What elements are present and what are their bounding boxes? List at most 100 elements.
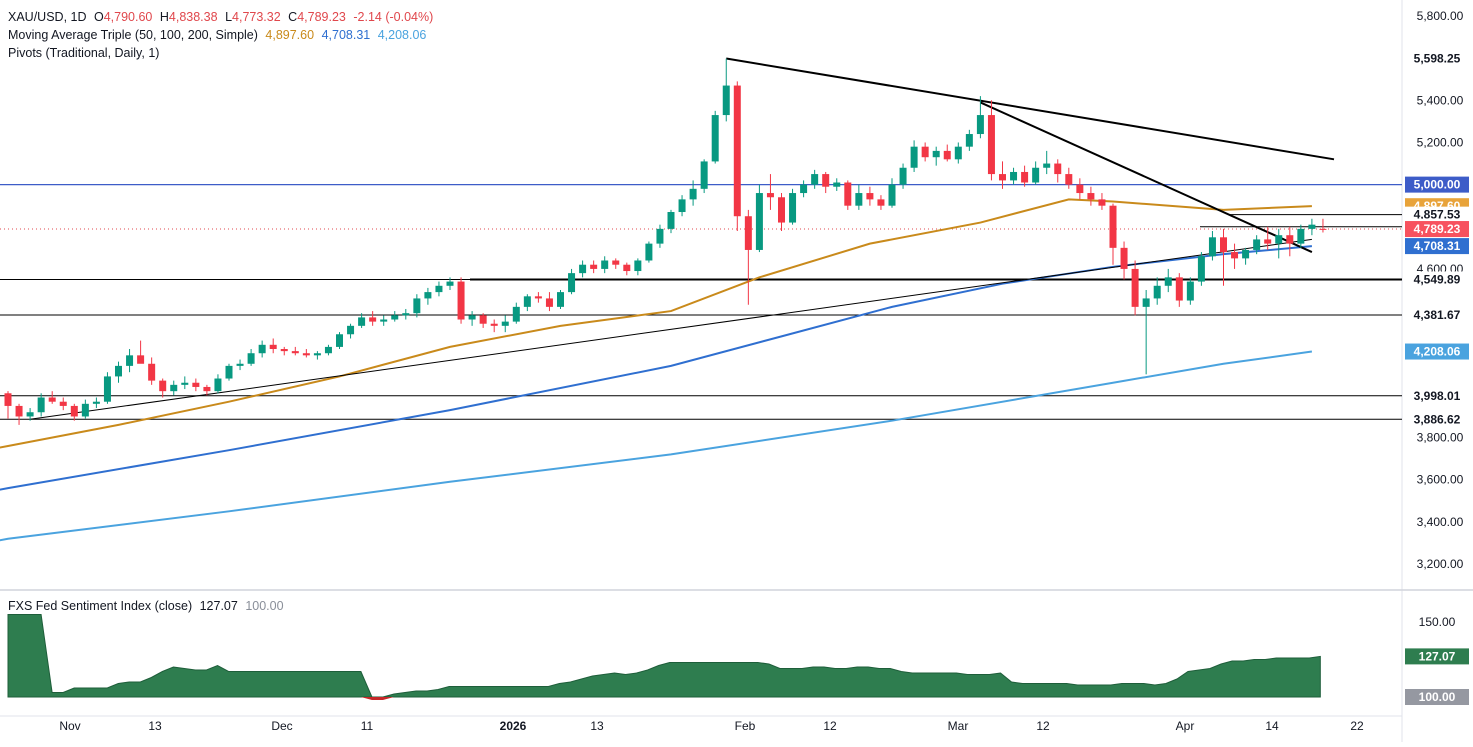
price-axis-label-bg <box>1405 411 1469 428</box>
ohlc-legend: XAU/USD, 1D O4,790.60 H4,838.38 L4,773.3… <box>8 10 437 24</box>
ma100-value: 4,708.31 <box>321 28 371 42</box>
candle-body <box>81 403 89 417</box>
candle-body <box>1175 277 1183 301</box>
x-tick-label: 13 <box>590 719 604 733</box>
candle-body <box>1253 239 1261 250</box>
candle-body <box>667 212 675 229</box>
candle-body <box>899 167 907 185</box>
candle-body <box>1264 239 1272 244</box>
y-tick-label: 3,200.00 <box>1417 557 1464 571</box>
candle-body <box>37 397 45 413</box>
candle-body <box>678 199 686 213</box>
price-axis-label: 4,789.23 <box>1414 222 1461 236</box>
candle-body <box>457 281 465 320</box>
candle-body <box>1208 237 1216 257</box>
price-axis-label: 4,549.89 <box>1414 272 1461 286</box>
candle-body <box>910 146 918 168</box>
x-tick-label: 12 <box>823 719 837 733</box>
x-tick-label: 22 <box>1350 719 1364 733</box>
price-axis-label: 5,598.25 <box>1414 52 1461 66</box>
price-axis-label: 3,886.62 <box>1414 412 1461 426</box>
candle-body <box>59 401 67 406</box>
candle-body <box>733 85 741 217</box>
candle-body <box>103 376 111 402</box>
low-label: L <box>225 10 233 24</box>
sentiment-negative-area <box>360 697 394 700</box>
candle-body <box>1286 235 1294 244</box>
candle-body <box>800 184 808 194</box>
price-axis-label: 4,208.06 <box>1414 345 1461 359</box>
candle-body <box>557 292 564 307</box>
candle-body <box>954 146 962 160</box>
candle-body <box>1186 281 1194 301</box>
open-value: 4,790.60 <box>103 10 153 24</box>
candle-body <box>280 349 288 352</box>
price-axis-label: 4,857.53 <box>1414 208 1461 222</box>
candle-body <box>490 323 498 326</box>
candle-body <box>203 386 211 392</box>
candle-body <box>855 193 863 206</box>
candle-body <box>380 319 388 322</box>
candle-body <box>192 382 200 387</box>
y-tick-label: 5,400.00 <box>1417 93 1464 107</box>
ma50-line <box>0 198 1312 449</box>
sentiment-value: 127.07 <box>199 599 238 613</box>
sentiment-area <box>7 614 1321 698</box>
price-axis-label-bg <box>1405 343 1469 360</box>
candle-body <box>1197 256 1205 282</box>
candle-body <box>689 188 697 200</box>
symbol-label[interactable]: XAU/USD, 1D <box>8 10 87 24</box>
sentiment-axis-label: 100.00 <box>1419 690 1456 704</box>
candle-body <box>822 174 830 187</box>
candle-body <box>1142 298 1150 307</box>
candle-body <box>402 313 410 316</box>
candle-body <box>965 134 973 147</box>
candle-body <box>866 193 874 200</box>
candle-body <box>137 355 145 364</box>
candle-body <box>247 353 255 364</box>
sentiment-title[interactable]: FXS Fed Sentiment Index (close) <box>8 599 193 613</box>
price-axis-label-bg <box>1405 50 1469 67</box>
candle-body <box>1010 171 1018 181</box>
ma-title[interactable]: Moving Average Triple (50, 100, 200, Sim… <box>8 28 258 42</box>
candle-body <box>1220 237 1227 253</box>
candle-body <box>1087 193 1095 200</box>
candle-body <box>1109 205 1117 248</box>
price-axis-label-bg <box>1405 271 1469 288</box>
candle-body <box>1032 167 1040 183</box>
y-tick-label: 3,800.00 <box>1417 431 1464 445</box>
trendline <box>30 238 1312 420</box>
x-tick-label: 2026 <box>500 719 527 733</box>
x-tick-label: Feb <box>735 719 756 733</box>
candle-body <box>523 296 531 307</box>
candle-body <box>844 182 852 206</box>
candle-body <box>656 228 664 244</box>
ma200-line <box>0 350 1313 542</box>
candle-body <box>358 317 366 326</box>
candle-body <box>1308 224 1316 229</box>
candle-body <box>181 382 189 385</box>
candle-body <box>446 281 454 286</box>
pivots-legend: Pivots (Traditional, Daily, 1) <box>8 46 163 60</box>
candle-body <box>1131 268 1139 307</box>
candle-body <box>634 260 642 272</box>
candle-body <box>1076 184 1084 194</box>
x-tick-label: Apr <box>1176 719 1195 733</box>
candle-body <box>545 298 553 307</box>
candle-body <box>700 161 708 189</box>
candle-body <box>424 292 432 299</box>
pivots-title[interactable]: Pivots (Traditional, Daily, 1) <box>8 46 160 60</box>
y-tick-label: 3,600.00 <box>1417 473 1464 487</box>
candle-body <box>1120 247 1128 269</box>
y-tick-label: 3,400.00 <box>1417 515 1464 529</box>
candle-body <box>115 365 122 377</box>
candle-body <box>501 321 509 326</box>
candle-body <box>48 397 56 402</box>
y-tick-label: 5,200.00 <box>1417 135 1464 149</box>
candle-body <box>15 405 23 417</box>
price-axis-label-bg <box>1405 176 1469 193</box>
candle-body <box>833 182 841 187</box>
candle-body <box>1164 277 1172 286</box>
candle-body <box>778 197 785 223</box>
